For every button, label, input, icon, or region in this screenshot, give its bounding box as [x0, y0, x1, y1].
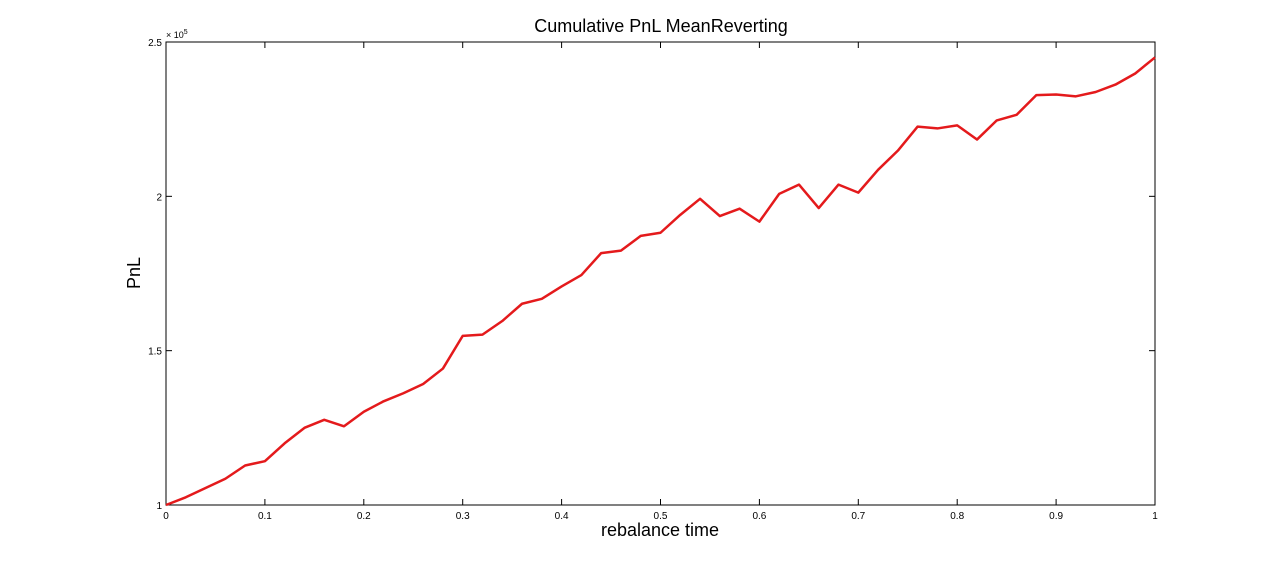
x-axis-label: rebalance time	[601, 520, 719, 540]
x-tick-label: 0	[163, 511, 169, 522]
plot-frame	[165, 41, 1156, 506]
plot-area	[165, 41, 1156, 506]
x-tick-label: 0.7	[851, 511, 865, 522]
y-tick-label: 2	[156, 192, 162, 203]
x-tick-label: 0.2	[357, 511, 371, 522]
x-tick-label: 0.8	[950, 511, 964, 522]
y-tick-label: 2.5	[148, 38, 162, 49]
series-layer	[165, 56, 1156, 507]
x-tick-label: 0.3	[456, 511, 470, 522]
x-tick-label: 0.6	[752, 511, 766, 522]
chart-title: Cumulative PnL MeanReverting	[534, 16, 787, 36]
x-axis: 0 0.1 0.2 0.3 0.4 0.5 0.6 0.7 0.8 0.9 1	[163, 42, 1158, 522]
series-line	[165, 56, 1156, 507]
y-exponent-power: 5	[184, 29, 188, 36]
y-axis-label: PnL	[124, 257, 144, 289]
x-tick-label: 1	[1152, 511, 1158, 522]
y-exponent-base: × 10	[166, 30, 184, 40]
y-tick-label: 1	[156, 501, 162, 512]
x-tick-label: 0.5	[654, 511, 668, 522]
x-tick-label: 0.4	[555, 511, 569, 522]
y-tick-label: 1.5	[148, 347, 162, 358]
x-tick-label: 0.9	[1049, 511, 1063, 522]
x-tick-label: 0.1	[258, 511, 272, 522]
y-exponent-label: × 105	[166, 29, 188, 40]
